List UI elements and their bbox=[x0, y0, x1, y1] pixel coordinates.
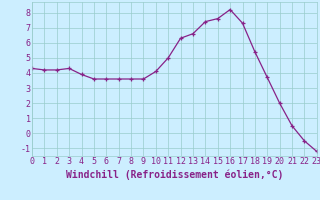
X-axis label: Windchill (Refroidissement éolien,°C): Windchill (Refroidissement éolien,°C) bbox=[66, 169, 283, 180]
